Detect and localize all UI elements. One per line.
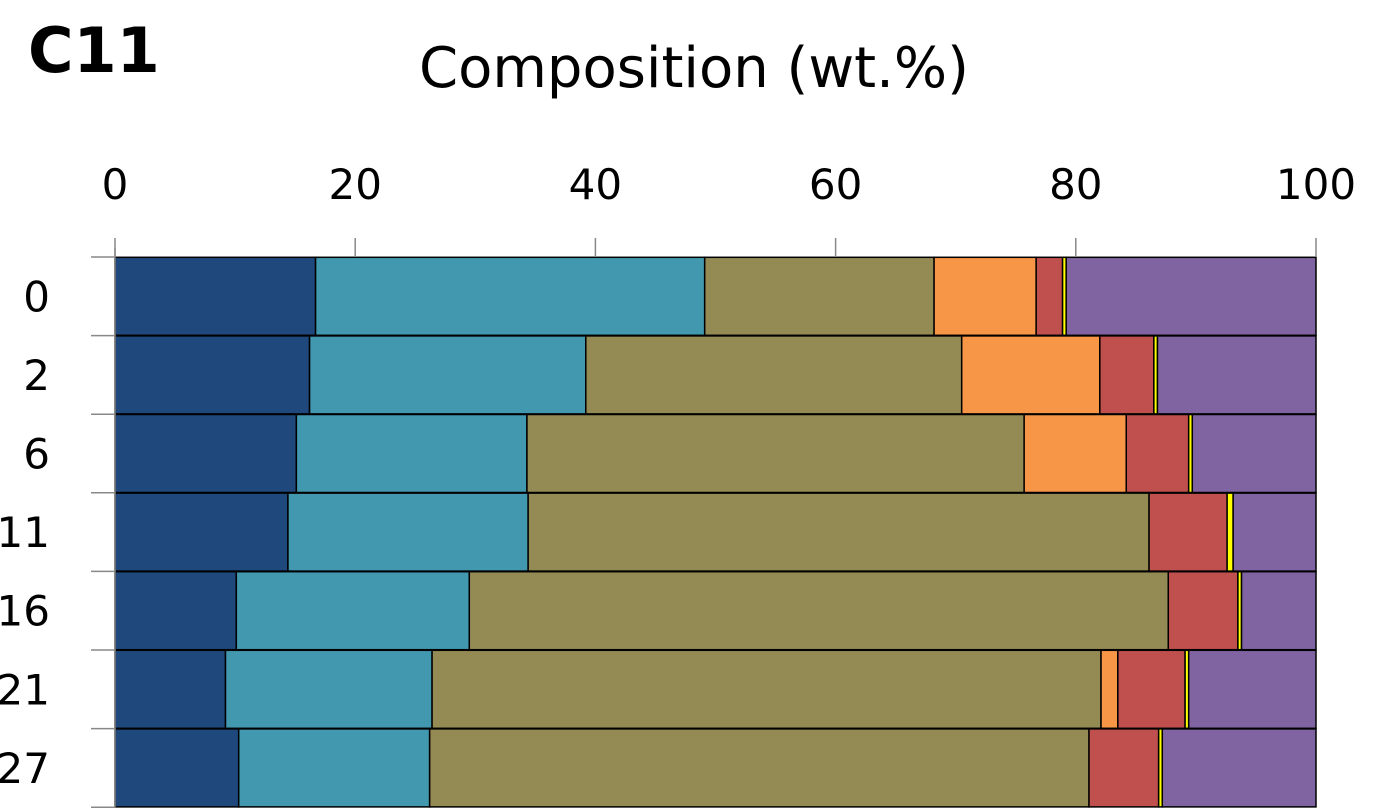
bar-segment-row1-series4 xyxy=(1099,335,1155,415)
x-tick-label: 100 xyxy=(1276,160,1356,209)
bar-segment-row4-series2 xyxy=(468,570,1170,651)
bar-segment-row5-series4 xyxy=(1117,649,1186,730)
bar-segment-row0-series1 xyxy=(314,256,706,337)
bar-segment-row2-series6 xyxy=(1191,413,1317,494)
category-label: 11 xyxy=(0,508,50,557)
x-tick-label: 80 xyxy=(1049,160,1102,209)
bar-segment-row6-series2 xyxy=(428,728,1090,808)
category-label: 0 xyxy=(23,272,50,321)
x-tick-label: 40 xyxy=(569,160,622,209)
bar-segment-row2-series1 xyxy=(295,413,528,494)
bar-segment-row0-series3 xyxy=(933,256,1037,337)
bar-segment-row5-series1 xyxy=(224,649,433,730)
x-tick-label: 20 xyxy=(328,160,381,209)
bar-segment-row5-series0 xyxy=(114,649,227,730)
bar-segment-row1-series6 xyxy=(1156,335,1317,415)
bar-segment-row2-series3 xyxy=(1023,413,1127,494)
bar-segment-row4-series4 xyxy=(1167,570,1239,651)
chart-title: Composition (wt.%) xyxy=(419,36,969,101)
bar-segment-row6-series0 xyxy=(114,728,240,808)
bar-segment-row1-series1 xyxy=(308,335,587,415)
bar-segment-row4-series1 xyxy=(235,570,471,651)
bar-segment-row5-series2 xyxy=(431,649,1102,730)
bar-segment-row1-series0 xyxy=(114,335,311,415)
bar-segment-row3-series0 xyxy=(114,492,289,572)
bar-segment-row1-series2 xyxy=(585,335,963,415)
bar-segment-row0-series4 xyxy=(1035,256,1064,337)
bar-segment-row6-series6 xyxy=(1161,728,1317,808)
bar-segment-row6-series4 xyxy=(1088,728,1160,808)
bar-segment-row1-series3 xyxy=(960,335,1101,415)
bar-segment-row5-series3 xyxy=(1100,649,1119,730)
bar-segment-row3-series2 xyxy=(527,492,1150,572)
x-tick-label: 0 xyxy=(102,160,129,209)
bar-segments xyxy=(114,256,1317,808)
category-label: 6 xyxy=(23,430,50,479)
bar-segment-row2-series2 xyxy=(526,413,1025,494)
bar-segment-row2-series4 xyxy=(1125,413,1190,494)
bar-segment-row6-series1 xyxy=(237,728,431,808)
category-label: 27 xyxy=(0,744,50,793)
bar-segment-row4-series0 xyxy=(114,570,238,651)
category-label: 2 xyxy=(23,351,50,400)
bar-segment-row3-series6 xyxy=(1232,492,1317,572)
category-label: 16 xyxy=(0,587,50,636)
category-label: 21 xyxy=(0,665,50,714)
bar-segment-row3-series4 xyxy=(1148,492,1228,572)
x-tick-labels: 0 20 40 60 80 100 xyxy=(102,160,1356,209)
bar-segment-row0-series6 xyxy=(1065,256,1317,337)
bar-segment-row0-series2 xyxy=(703,256,935,337)
category-labels: 0 2 6 11 16 21 27 xyxy=(0,272,50,793)
bar-segment-row3-series1 xyxy=(287,492,529,572)
panel-label: C11 xyxy=(28,14,160,87)
bar-segment-row5-series6 xyxy=(1187,649,1317,730)
axes xyxy=(91,238,1317,808)
bar-segment-row2-series0 xyxy=(114,413,298,494)
bar-segment-row3-series5 xyxy=(1226,492,1234,572)
x-tick-label: 60 xyxy=(809,160,862,209)
bar-segment-row4-series6 xyxy=(1240,570,1317,651)
bar-segment-row0-series0 xyxy=(114,256,317,337)
